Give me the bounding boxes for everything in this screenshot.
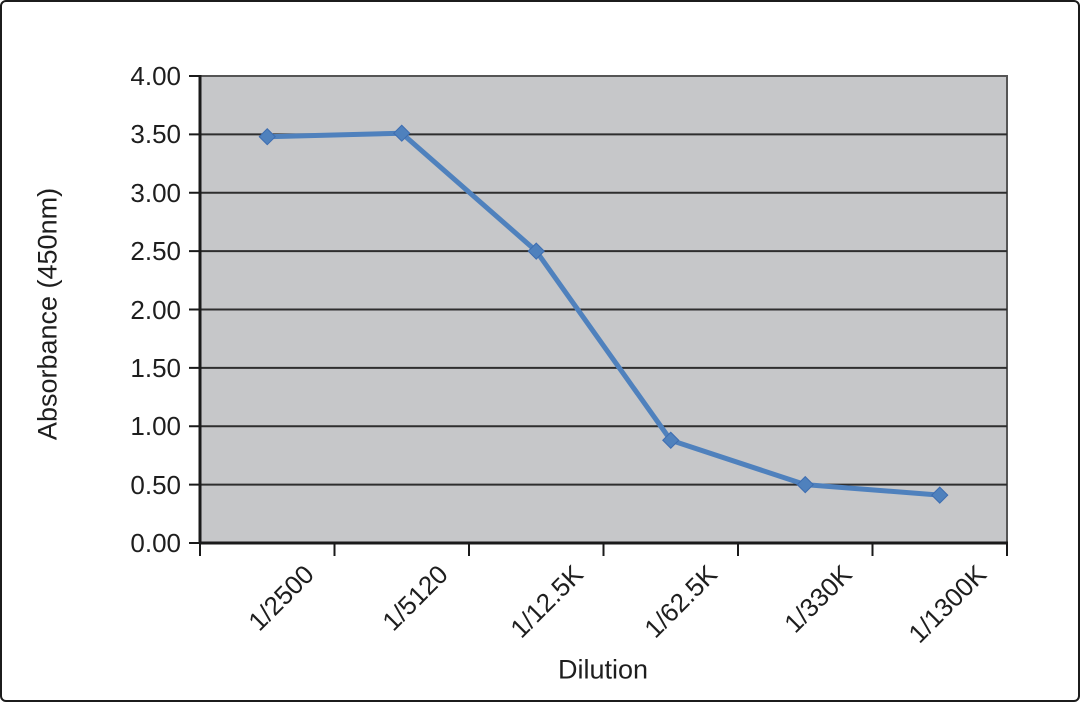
x-axis-title: Dilution xyxy=(557,654,649,685)
data-point-marker xyxy=(796,475,814,494)
y-tick-label: 1.50 xyxy=(130,352,181,383)
y-tick-label: 2.50 xyxy=(130,236,181,267)
data-point-marker xyxy=(393,124,411,142)
data-point-marker xyxy=(258,128,276,146)
y-tick-label: 3.50 xyxy=(130,119,181,150)
data-point-marker xyxy=(527,242,545,260)
y-tick-label: 0.00 xyxy=(130,528,181,558)
y-tick-label: 0.50 xyxy=(130,469,181,500)
y-tick-label: 4.00 xyxy=(130,61,181,91)
line-series xyxy=(264,130,943,498)
data-point-marker xyxy=(931,486,949,504)
data-point-marker xyxy=(662,431,680,449)
y-tick-label: 3.00 xyxy=(130,177,181,208)
y-tick-label: 2.00 xyxy=(130,294,181,325)
y-axis-title: Absorbance (450nm) xyxy=(32,187,63,441)
y-tick-label: 1.00 xyxy=(130,411,181,442)
